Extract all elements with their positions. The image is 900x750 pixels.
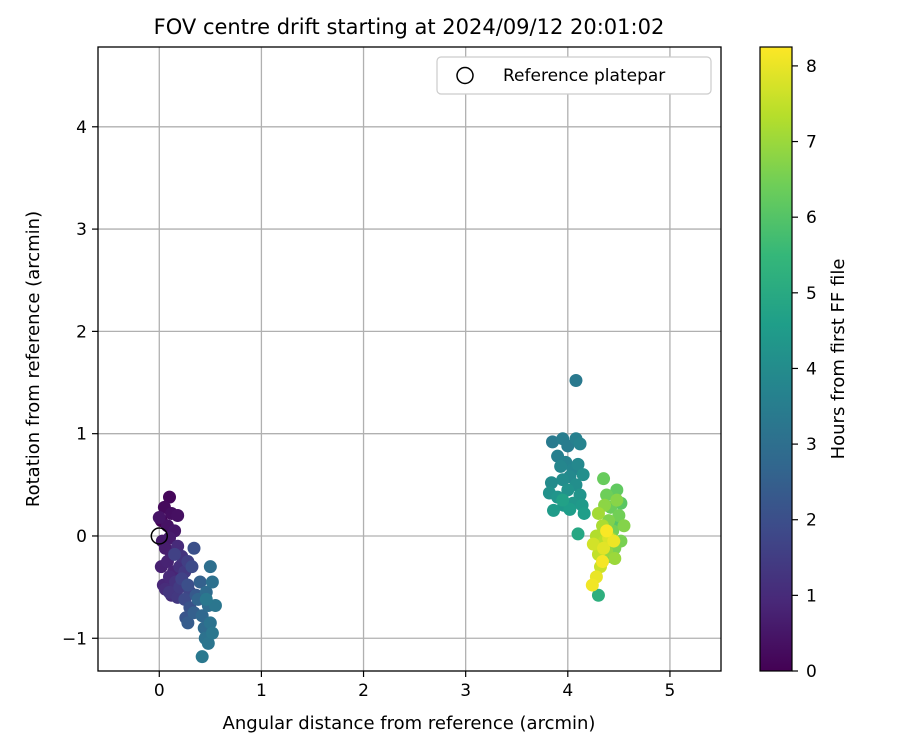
data-point	[571, 457, 585, 471]
data-point	[563, 502, 577, 516]
data-point	[544, 476, 558, 490]
x-axis-label: Angular distance from reference (arcmin)	[223, 713, 596, 734]
chart-title: FOV centre drift starting at 2024/09/12 …	[154, 15, 665, 39]
colorbar-tick-label: 4	[806, 359, 817, 379]
data-point	[547, 503, 561, 517]
data-point	[199, 592, 213, 606]
data-point	[597, 472, 611, 486]
data-point	[205, 575, 219, 589]
data-point	[573, 437, 587, 451]
colorbar-tick-label: 3	[806, 435, 817, 455]
data-point	[168, 547, 182, 561]
x-tick-label: 1	[256, 681, 267, 701]
x-axis-ticks: 0 1 2 3 4 5	[154, 671, 675, 701]
colorbar-gradient	[760, 47, 792, 671]
data-point	[612, 509, 626, 523]
data-point	[571, 527, 585, 541]
data-point	[556, 493, 570, 507]
reference-platepar-marker	[150, 527, 169, 545]
data-point	[610, 483, 624, 497]
x-tick-label: 4	[562, 681, 573, 701]
data-point	[152, 511, 166, 525]
legend-marker-icon	[456, 66, 474, 85]
plot-frame	[97, 46, 722, 672]
colorbar-tick-label: 1	[806, 586, 817, 606]
data-point	[203, 616, 217, 630]
data-point	[187, 541, 201, 555]
y-tick-label: 4	[76, 118, 87, 138]
data-point	[586, 537, 600, 551]
colorbar-ticks: 0 1 2 3 4 5 6 7 8	[792, 57, 817, 682]
data-point	[561, 483, 575, 497]
x-tick-label: 3	[460, 681, 471, 701]
legend-entry-label: Reference platepar	[503, 66, 665, 86]
data-point	[545, 435, 559, 449]
data-point	[600, 488, 614, 502]
y-axis-label: Rotation from reference (arcmin)	[23, 211, 44, 507]
y-axis-ticks: −1 0 1 2 3 4	[62, 118, 98, 649]
data-point	[193, 575, 207, 589]
data-point	[617, 519, 631, 533]
y-tick-label: 1	[76, 425, 87, 445]
data-point	[554, 459, 568, 473]
data-point	[185, 560, 199, 574]
data-point	[208, 599, 222, 613]
data-point	[576, 468, 590, 482]
data-point	[556, 473, 570, 487]
data-point	[577, 506, 591, 520]
x-tick-label: 0	[154, 681, 165, 701]
data-point	[171, 509, 185, 523]
legend: Reference platepar	[436, 56, 712, 95]
colorbar-tick-label: 2	[806, 511, 817, 531]
data-point	[569, 373, 583, 387]
colorbar-tick-label: 0	[806, 662, 817, 682]
data-point	[205, 626, 219, 640]
colorbar-frame	[759, 46, 793, 672]
colorbar: 0 1 2 3 4 5 6 7 8 Hours from first FF file	[759, 46, 849, 682]
data-point	[608, 551, 622, 565]
data-point	[201, 636, 215, 650]
legend-box	[436, 56, 712, 95]
x-tick-label: 2	[358, 681, 369, 701]
colorbar-tick-label: 5	[806, 284, 817, 304]
data-point	[181, 616, 195, 630]
data-point	[585, 578, 599, 592]
colorbar-tick-label: 6	[806, 208, 817, 228]
y-tick-label: 3	[76, 220, 87, 240]
y-tick-label: −1	[62, 629, 87, 649]
data-point	[203, 560, 217, 574]
data-point	[591, 588, 605, 602]
colorbar-tick-label: 7	[806, 133, 817, 153]
x-tick-label: 5	[665, 681, 676, 701]
y-tick-label: 0	[76, 527, 87, 547]
data-points	[152, 373, 631, 664]
y-tick-label: 2	[76, 322, 87, 342]
data-point	[597, 541, 611, 555]
colorbar-tick-label: 8	[806, 57, 817, 77]
data-point	[591, 506, 605, 520]
colorbar-label: Hours from first FF file	[828, 259, 849, 460]
data-point	[607, 534, 621, 548]
data-point	[610, 493, 624, 507]
data-point	[195, 650, 209, 664]
data-point	[600, 524, 614, 538]
data-point	[596, 555, 610, 569]
data-point	[162, 490, 176, 504]
grid-lines	[98, 47, 721, 671]
data-point	[181, 578, 195, 592]
